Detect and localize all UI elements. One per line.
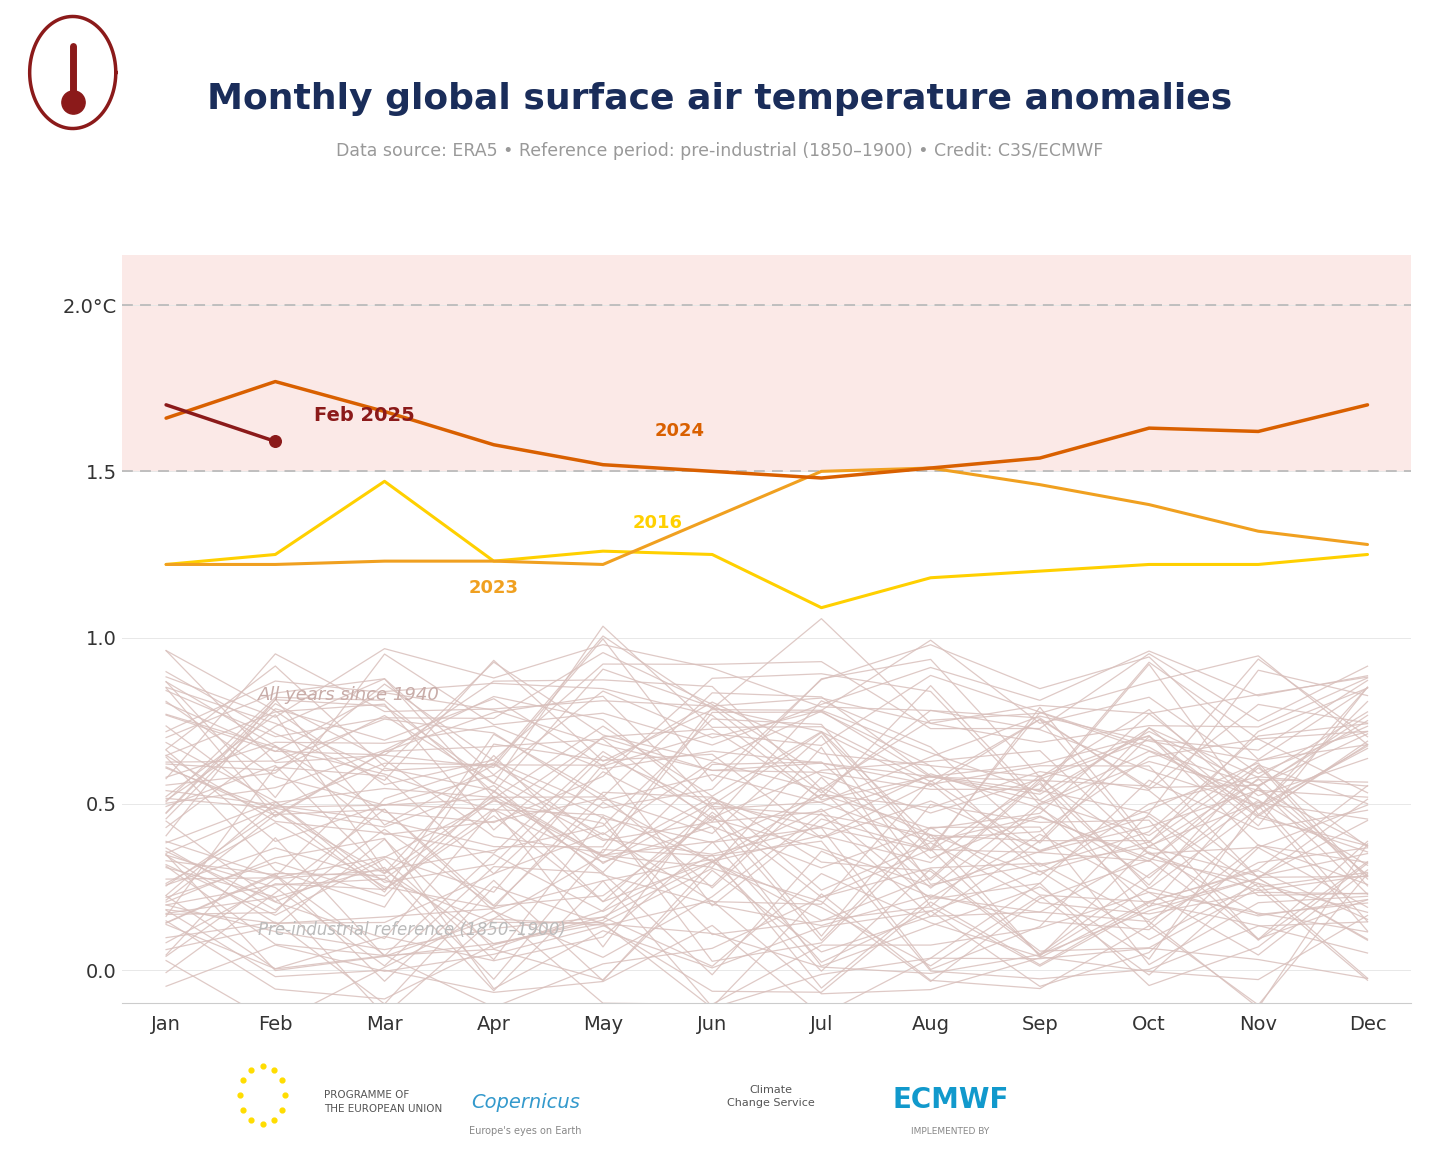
Point xyxy=(252,1057,275,1075)
Text: Pre-industrial reference (1850–1900): Pre-industrial reference (1850–1900) xyxy=(258,921,566,938)
Text: All years since 1940: All years since 1940 xyxy=(258,687,439,704)
Text: 2023: 2023 xyxy=(469,579,518,596)
Bar xyxy=(122,255,1411,471)
Point xyxy=(229,1086,252,1104)
Point xyxy=(262,1060,285,1079)
Point xyxy=(262,1111,285,1130)
Text: Europe's eyes on Earth: Europe's eyes on Earth xyxy=(469,1126,582,1136)
Point xyxy=(240,1060,264,1079)
Text: Data source: ERA5 • Reference period: pre-industrial (1850–1900) • Credit: C3S/E: Data source: ERA5 • Reference period: pr… xyxy=(337,142,1103,160)
Point xyxy=(232,1071,255,1089)
Point xyxy=(264,433,287,451)
Text: Feb 2025: Feb 2025 xyxy=(314,406,415,426)
Point xyxy=(60,93,84,111)
Point xyxy=(240,1111,264,1130)
Text: 2024: 2024 xyxy=(654,422,704,441)
Text: IMPLEMENTED BY: IMPLEMENTED BY xyxy=(912,1126,989,1136)
Text: PROGRAMME OF
THE EUROPEAN UNION: PROGRAMME OF THE EUROPEAN UNION xyxy=(324,1090,442,1114)
Text: Copernicus: Copernicus xyxy=(471,1093,580,1111)
Point xyxy=(232,1101,255,1119)
Point xyxy=(252,1115,275,1133)
Point xyxy=(274,1086,297,1104)
Point xyxy=(271,1071,294,1089)
Text: Monthly global surface air temperature anomalies: Monthly global surface air temperature a… xyxy=(207,81,1233,116)
Text: Climate
Change Service: Climate Change Service xyxy=(727,1085,814,1108)
Point xyxy=(271,1101,294,1119)
Text: ECMWF: ECMWF xyxy=(893,1086,1008,1114)
Text: 2016: 2016 xyxy=(632,514,683,532)
